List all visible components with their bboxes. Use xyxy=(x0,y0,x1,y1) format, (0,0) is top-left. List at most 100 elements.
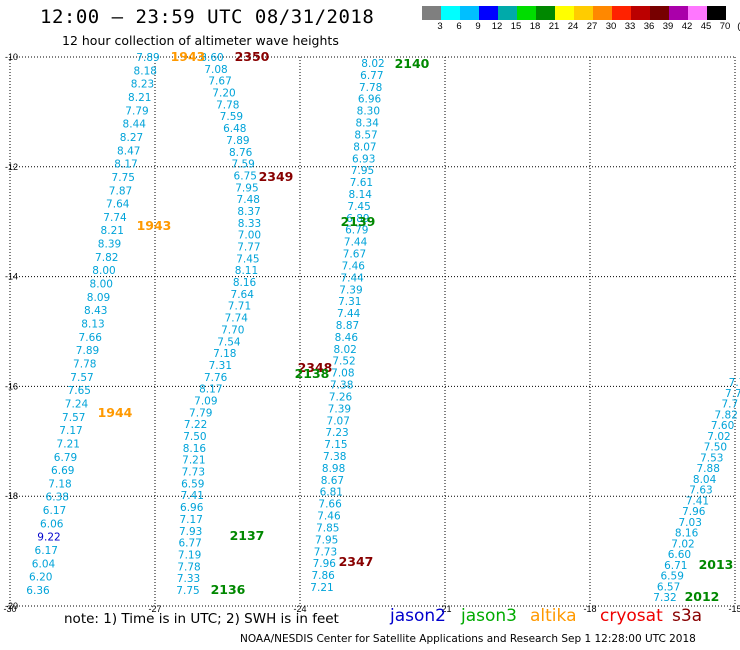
swh-value: 7.48 xyxy=(237,194,260,206)
swh-value: 7.82 xyxy=(715,409,738,421)
legend-swatch xyxy=(593,6,612,20)
swh-value: 7.75 xyxy=(112,172,135,184)
swh-value: 8.14 xyxy=(349,189,373,201)
swh-value: 7.88 xyxy=(697,463,720,475)
swh-value: 8.46 xyxy=(335,332,359,344)
legend-label: 6 xyxy=(456,21,462,32)
swh-value: 7.73 xyxy=(314,546,337,558)
swh-value: 6.79 xyxy=(345,225,368,237)
legend-label: 45 xyxy=(700,21,712,32)
legend-label: (ft) xyxy=(732,21,740,32)
swh-value: 7.15 xyxy=(324,439,347,451)
legend-label: 33 xyxy=(624,21,636,32)
x-tick-label: -18 xyxy=(583,604,596,614)
swh-value: 7.46 xyxy=(317,511,341,523)
swh-value: 8.33 xyxy=(238,218,261,230)
swh-value: 8.57 xyxy=(354,129,377,141)
legend-swatch xyxy=(460,6,479,20)
swh-value: 8.76 xyxy=(229,147,253,159)
legend-swatch xyxy=(536,6,555,20)
swh-value: 8.27 xyxy=(120,132,143,144)
swh-value: 8.21 xyxy=(101,225,124,237)
swh-value: 7.44 xyxy=(340,272,364,284)
swh-value: 7.89 xyxy=(136,52,159,64)
swh-value: 7.74 xyxy=(103,212,127,224)
swh-value: 6.59 xyxy=(181,478,204,490)
swh-value: 7.66 xyxy=(318,499,342,511)
swh-value: 8.21 xyxy=(128,92,151,104)
axis-labels: -30 -27 -24 -21 -18 -15 -10 -12 -14 -16 -18 -20 xyxy=(3,52,740,614)
satellite-cryosat: cryosat xyxy=(600,606,663,626)
legend-label: 18 xyxy=(529,21,541,32)
swh-value: 8.00 xyxy=(92,265,115,277)
pass-time-label: 2137 xyxy=(230,528,265,543)
note-text: note: 1) Time is in UTC; 2) SWH is in fe… xyxy=(64,611,339,627)
swh-value: 7.66 xyxy=(79,332,103,344)
legend-label: 30 xyxy=(605,21,617,32)
swh-value: 7.20 xyxy=(212,88,235,100)
swh-value: 6.77 xyxy=(360,70,383,82)
swh-value: 8.34 xyxy=(356,118,380,130)
swh-value: 6.17 xyxy=(35,545,58,557)
swh-value: 6.79 xyxy=(54,452,77,464)
swh-value: 7.02 xyxy=(707,431,730,443)
swh-value: 6.57 xyxy=(657,581,680,593)
swh-value: 7.38 xyxy=(323,451,346,463)
swh-value: 7.70 xyxy=(221,324,244,336)
credit-line: NOAA/NESDIS Center for Satellite Applica… xyxy=(240,633,696,645)
swh-value: 7.74 xyxy=(225,313,249,325)
map-title: 12:00 – 23:59 UTC 08/31/2018 xyxy=(40,6,375,28)
legend-swatch xyxy=(555,6,574,20)
swh-value: 7.44 xyxy=(337,308,361,320)
x-tick-label: -24 xyxy=(293,604,306,614)
y-tick-label: -18 xyxy=(5,491,18,501)
swh-value: 6.77 xyxy=(178,538,201,550)
altimeter-tracks: 7.898.188.238.217.798.448.278.478.177.75… xyxy=(26,52,740,604)
legend-label: 21 xyxy=(548,21,560,32)
swh-value: 6.36 xyxy=(26,585,50,597)
swh-value: 8.09 xyxy=(87,292,110,304)
track-c: 8.026.777.786.968.308.348.578.076.937.95… xyxy=(310,58,384,594)
swh-value: 6.71 xyxy=(664,560,687,572)
swh-value: 7.08 xyxy=(331,368,354,380)
swh-value: 7.33 xyxy=(177,573,200,585)
swh-value: 7.78 xyxy=(359,82,382,94)
legend-swatch xyxy=(688,6,707,20)
legend-swatch xyxy=(574,6,593,20)
swh-value: 8.67 xyxy=(321,475,344,487)
swh-value: 7.67 xyxy=(343,249,366,261)
swh-value: 7.64 xyxy=(106,199,130,211)
swh-value: 7.89 xyxy=(226,135,249,147)
legend-swatch xyxy=(479,6,498,20)
swh-value: 7.63 xyxy=(689,485,712,497)
swh-value: 7.24 xyxy=(65,398,89,410)
swh-value: 7.79 xyxy=(189,407,212,419)
swh-value: 7.78 xyxy=(73,358,96,370)
swh-value: 7.22 xyxy=(184,419,207,431)
swh-value: 6.69 xyxy=(51,465,74,477)
legend-label: 24 xyxy=(567,21,579,32)
swh-value: 7.45 xyxy=(236,253,259,265)
swh-value: 7.18 xyxy=(48,478,71,490)
swh-value: 8.07 xyxy=(353,141,376,153)
swh-value: 7.02 xyxy=(671,538,694,550)
swh-value: 7.85 xyxy=(316,522,339,534)
swh-value: 7.00 xyxy=(238,230,261,242)
swh-value: 8.17 xyxy=(114,159,137,171)
swh-value: 6.38 xyxy=(46,492,69,504)
pass-time-label: 1943 xyxy=(137,218,172,233)
swh-value: 9.22 xyxy=(37,532,60,544)
legend-swatch xyxy=(517,6,536,20)
legend-label: 12 xyxy=(491,21,503,32)
swh-value: 6.48 xyxy=(223,123,246,135)
track-a: 7.898.188.238.217.798.448.278.478.177.75… xyxy=(26,52,159,597)
legend-swatch xyxy=(650,6,669,20)
swh-value: 6.59 xyxy=(661,571,684,583)
swh-value: 8.98 xyxy=(322,463,345,475)
swh-value: 7.7 xyxy=(725,388,740,400)
swh-value: 7.50 xyxy=(183,431,206,443)
swh-value: 7.31 xyxy=(338,296,361,308)
swh-value: 8.44 xyxy=(123,119,147,131)
swh-value: 8.87 xyxy=(336,320,359,332)
